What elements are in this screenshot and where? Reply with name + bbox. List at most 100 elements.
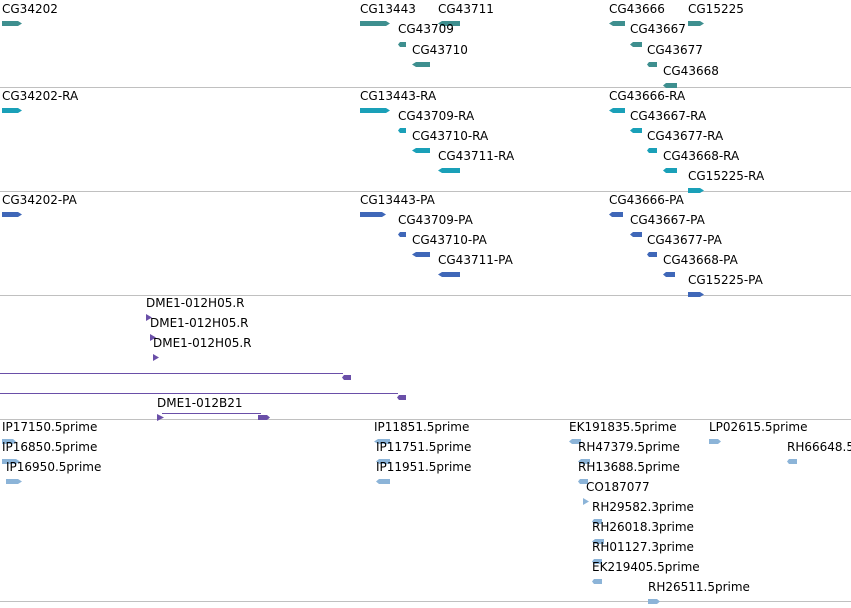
feature-label: CG43711-PA: [438, 253, 513, 267]
feature-label: CG43666-RA: [609, 89, 686, 103]
arrow-left-icon: [438, 16, 460, 30]
arrow-left-icon: [342, 370, 351, 384]
track-divider: [0, 295, 851, 296]
feature-label: CG43710-RA: [412, 129, 489, 143]
arrow-right-icon: [2, 103, 22, 117]
arrow-right-icon: [688, 16, 704, 30]
arrow-left-icon: [592, 554, 602, 568]
arrow-left-icon: [592, 534, 604, 548]
arrow-left-icon: [609, 16, 625, 30]
feature-label: LP02615.5prime: [709, 420, 808, 434]
feature-label: CG43668: [663, 64, 719, 78]
arrow-right-icon: [709, 434, 721, 448]
arrow-right-icon: [360, 103, 390, 117]
track-divider: [0, 191, 851, 192]
feature-label: CG13443-RA: [360, 89, 437, 103]
feature-label: IP17150.5prime: [2, 420, 98, 434]
arrow-left-icon: [376, 474, 390, 488]
feature-label: CG43667-PA: [630, 213, 705, 227]
arrow-right-icon: [2, 434, 16, 448]
feature-label: EK191835.5prime: [569, 420, 677, 434]
track-divider: [0, 601, 851, 602]
arrow-left-icon: [592, 574, 602, 588]
arrow-left-icon: [412, 247, 430, 261]
feature-label: CG43710: [412, 43, 468, 57]
clone-span-line: [162, 413, 261, 414]
arrow-left-icon: [630, 123, 642, 137]
gene-track: CG34202 CG13443 CG43711 CG43709 CG43710 CG436…: [0, 0, 851, 88]
arrow-right-icon: [648, 594, 660, 608]
feature-label: CG43677-RA: [647, 129, 724, 143]
feature-label: CG34202-PA: [2, 193, 77, 207]
feature-label: CG43710-PA: [412, 233, 487, 247]
feature-label: CG34202-RA: [2, 89, 79, 103]
feature-label: RH26511.5prime: [648, 580, 750, 594]
arrow-left-icon: [412, 143, 430, 157]
transcript-track: CG34202-RA CG13443-RA CG43709-RA CG43710-RA…: [0, 88, 851, 193]
feature-label: RH13688.5prime: [578, 460, 680, 474]
feature-label: DME1-012B21: [157, 396, 243, 410]
tri-right-icon: [583, 494, 589, 508]
feature-label: CG43666: [609, 2, 665, 16]
feature-label: IP11851.5prime: [374, 420, 470, 434]
clone-span-line: [0, 373, 343, 374]
feature-label: CG13443-PA: [360, 193, 435, 207]
protein-track: CG34202-PA CG13443-PA CG43709-PA CG43710-PA…: [0, 192, 851, 297]
tri-right-icon: [150, 330, 156, 344]
track-divider: [0, 87, 851, 88]
feature-label: CG43666-PA: [609, 193, 684, 207]
feature-label: EK219405.5prime: [592, 560, 700, 574]
feature-label: RH01127.3prime: [592, 540, 694, 554]
feature-label: CG15225-RA: [688, 169, 765, 183]
arrow-right-icon: [2, 207, 22, 221]
feature-label: CG43711-RA: [438, 149, 515, 163]
feature-label: CG34202: [2, 2, 58, 16]
feature-label: RH29582.3prime: [592, 500, 694, 514]
arrow-left-icon: [663, 78, 677, 92]
arrow-left-icon: [647, 247, 657, 261]
feature-label: CG15225-PA: [688, 273, 763, 287]
feature-label: CG43667: [630, 22, 686, 36]
arrow-left-icon: [376, 454, 390, 468]
feature-label: IP11951.5prime: [376, 460, 472, 474]
feature-label: DME1-012H05.R: [146, 296, 245, 310]
arrow-left-icon: [609, 207, 623, 221]
arrow-right-icon: [688, 287, 704, 301]
track-divider: [0, 419, 851, 420]
feature-label: CG43709-RA: [398, 109, 475, 123]
feature-label: CO187077: [586, 480, 650, 494]
feature-label: CG43668-RA: [663, 149, 740, 163]
feature-label: CG43667-RA: [630, 109, 707, 123]
feature-label: RH66648.5: [787, 440, 851, 454]
feature-label: CG43677-PA: [647, 233, 722, 247]
arrow-left-icon: [663, 163, 677, 177]
arrow-left-icon: [578, 454, 590, 468]
feature-label: DME1-012H05.R: [150, 316, 249, 330]
arrow-right-icon: [2, 16, 22, 30]
feature-label: CG13443: [360, 2, 416, 16]
arrow-left-icon: [630, 227, 642, 241]
arrow-left-icon: [787, 454, 797, 468]
feature-label: DME1-012H05.R: [153, 336, 252, 350]
feature-label: CG15225: [688, 2, 744, 16]
arrow-right-icon: [360, 16, 390, 30]
arrow-left-icon: [663, 267, 675, 281]
arrow-right-icon: [360, 207, 386, 221]
arrow-left-icon: [398, 123, 406, 137]
tri-right-icon: [153, 350, 159, 364]
arrow-right-icon: [688, 183, 704, 197]
arrow-left-icon: [630, 37, 642, 51]
arrow-left-icon: [398, 227, 406, 241]
feature-label: RH26018.3prime: [592, 520, 694, 534]
arrow-right-icon: [6, 474, 22, 488]
arrow-left-icon: [397, 390, 406, 404]
arrow-left-icon: [438, 267, 460, 281]
arrow-left-icon: [609, 103, 625, 117]
feature-label: CG43668-PA: [663, 253, 738, 267]
arrow-left-icon: [412, 57, 430, 71]
feature-label: CG43709: [398, 22, 454, 36]
feature-label: CG43709-PA: [398, 213, 473, 227]
feature-label: RH47379.5prime: [578, 440, 680, 454]
arrow-left-icon: [592, 514, 602, 528]
tri-right-icon: [146, 310, 152, 324]
